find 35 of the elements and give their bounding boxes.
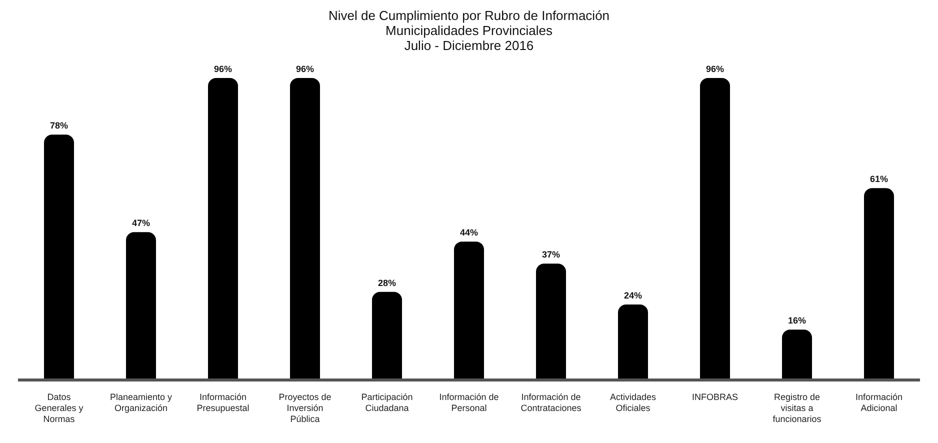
x-tick-label: Datos Generales y Normas <box>34 392 84 424</box>
data-label: 96% <box>214 64 232 74</box>
data-label: 61% <box>870 174 888 184</box>
bar <box>126 232 156 380</box>
x-tick-label: Registro de visitas a funcionarios <box>772 392 822 424</box>
x-tick-label: Información Presupuestal <box>196 392 250 413</box>
bar <box>44 134 74 380</box>
data-label: 24% <box>624 290 642 300</box>
x-tick-label: Actividades Oficiales <box>610 392 657 413</box>
bar <box>618 304 648 380</box>
bar <box>864 188 894 380</box>
x-tick-label: Planeamiento y Organización <box>110 392 173 413</box>
bar <box>454 242 484 380</box>
data-label: 47% <box>132 218 150 228</box>
x-tick-label: Información de Contrataciones <box>520 392 582 413</box>
data-label: 96% <box>706 64 724 74</box>
data-label: 44% <box>460 228 478 238</box>
bar <box>290 78 320 380</box>
data-label: 78% <box>50 120 68 131</box>
bar <box>372 292 402 380</box>
data-label: 96% <box>296 64 314 74</box>
x-tick-label: Participación Ciudadana <box>361 392 413 413</box>
x-tick-label: Proyectos de Inversión Pública <box>278 392 332 424</box>
data-label: 16% <box>788 316 806 326</box>
x-tick-label: INFOBRAS <box>692 392 738 402</box>
bar <box>700 78 730 380</box>
data-label: 28% <box>378 278 396 288</box>
x-tick-label: Información Adicional <box>855 392 903 413</box>
bar <box>536 264 566 380</box>
chart-title: Nivel de Cumplimiento por Rubro de Información <box>327 8 611 23</box>
data-label: 37% <box>542 250 560 260</box>
x-tick-label: Información de Personal <box>439 392 499 413</box>
chart-subtitle: Municipalidades Provinciales Julio - Diciembre 2016 <box>384 23 554 53</box>
bar <box>208 78 238 380</box>
bar <box>782 330 812 380</box>
